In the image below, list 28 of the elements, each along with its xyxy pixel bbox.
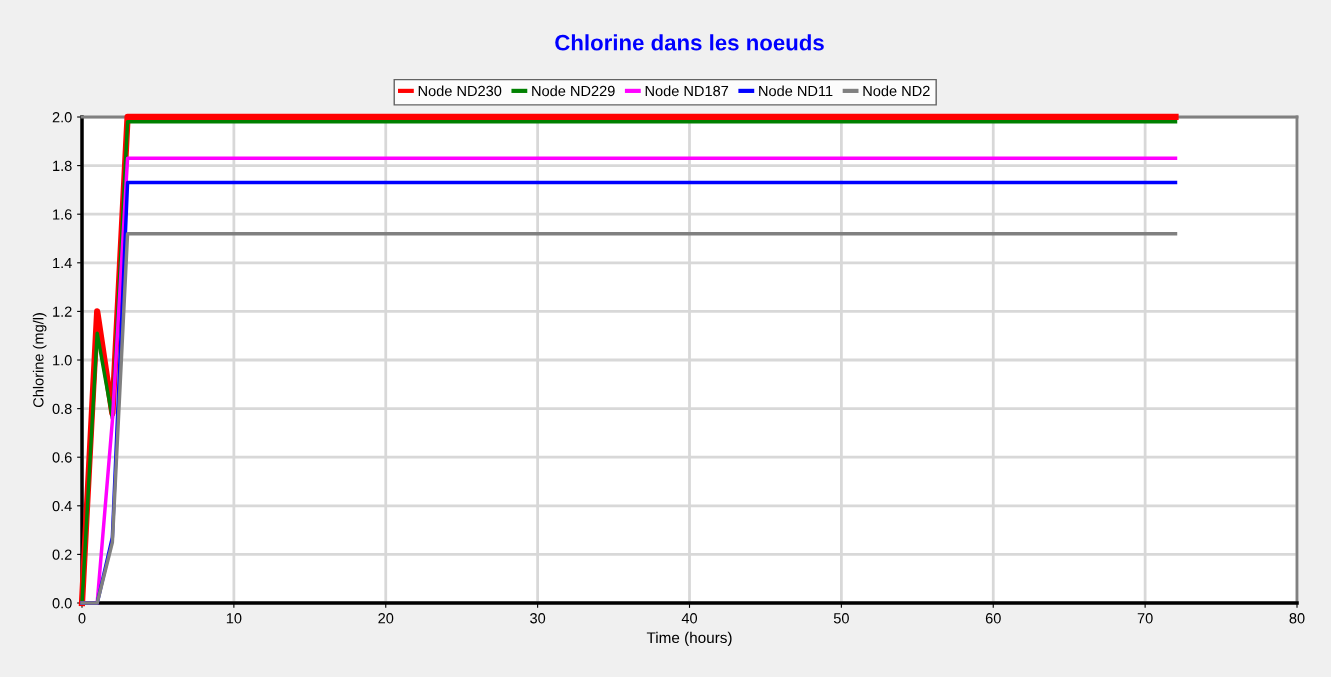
legend-label: Node ND11	[759, 85, 833, 97]
x-tick-label: 80	[1289, 613, 1305, 624]
y-tick-label: 0.4	[52, 500, 72, 512]
x-tick-label: 10	[226, 613, 242, 624]
x-axis-title: Time (hours)	[646, 631, 732, 647]
x-tick-label: 40	[681, 613, 698, 624]
y-tick-label: 1.8	[53, 160, 72, 172]
y-tick-label: 0.0	[52, 598, 72, 609]
chart-title: Chlorine dans les noeuds	[555, 34, 824, 51]
y-tick-label: 0.8	[52, 403, 72, 415]
legend-label: Node ND2	[863, 85, 930, 97]
x-tick-label: 0	[78, 613, 86, 624]
x-tick-label: 60	[985, 613, 1001, 624]
legend-label: Node ND230	[418, 85, 502, 97]
y-tick-label: 0.2	[52, 549, 72, 560]
y-tick-label: 1.4	[53, 258, 72, 269]
y-tick-label: 1.0	[53, 355, 72, 366]
x-tick-label: 20	[378, 613, 394, 624]
x-tick-label: 70	[1137, 613, 1153, 624]
y-tick-label: 0.6	[52, 452, 72, 463]
y-axis-title: Chlorine (mg/l)	[32, 313, 47, 408]
y-tick-label: 2.0	[52, 112, 72, 123]
y-tick-label: 1.2	[53, 306, 72, 317]
x-tick-label: 30	[530, 613, 546, 624]
legend-label: Node ND229	[532, 85, 615, 97]
y-tick-label: 1.6	[53, 209, 72, 220]
legend-label: Node ND187	[645, 85, 729, 97]
x-tick-label: 50	[833, 613, 849, 624]
